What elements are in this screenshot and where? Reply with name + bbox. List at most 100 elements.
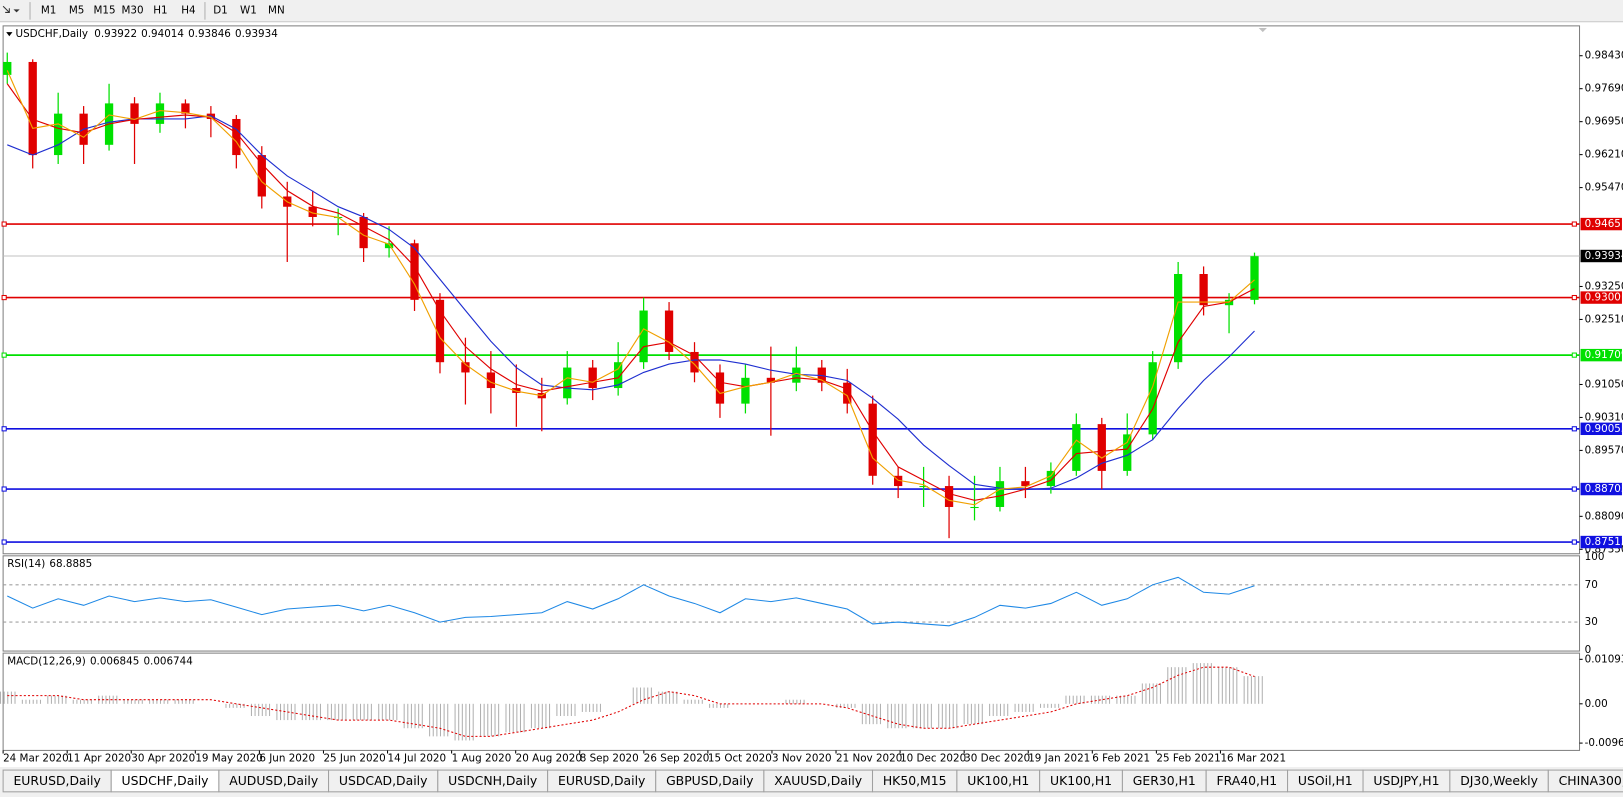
tab-label[interactable]: XAUUSD,Daily xyxy=(774,773,862,788)
candle-body xyxy=(257,155,266,197)
candle-body xyxy=(308,206,317,217)
timeframe-button[interactable]: M1 xyxy=(41,4,57,16)
candle-body xyxy=(766,377,776,383)
candle-body xyxy=(944,486,954,507)
x-tick-label: 14 Jul 2020 xyxy=(388,753,447,765)
level-label-box xyxy=(1580,535,1622,549)
macd-panel xyxy=(2,652,1581,751)
indicator-value: 0.006744 xyxy=(143,655,192,667)
level-handle xyxy=(1,352,7,358)
tab-label[interactable]: USDCNH,Daily xyxy=(448,773,537,788)
candle-body xyxy=(359,216,368,249)
cursor-icon[interactable] xyxy=(2,5,10,13)
x-tick-label: 1 Aug 2020 xyxy=(452,753,512,765)
quote-value: 0.94014 xyxy=(141,28,184,40)
tab-label[interactable]: DJ30,Weekly xyxy=(1460,773,1538,788)
candle-body xyxy=(435,299,445,363)
candle-body xyxy=(664,310,674,352)
level-label-box xyxy=(1580,482,1622,496)
y-tick-label: 0.010933 xyxy=(1585,653,1623,665)
x-tick-label: 15 Oct 2020 xyxy=(708,753,772,765)
tab-label[interactable]: EURUSD,Daily xyxy=(13,773,100,788)
timeframe-button[interactable]: W1 xyxy=(240,4,257,16)
candle-body xyxy=(28,61,37,156)
candle-body xyxy=(563,367,572,399)
candle-body xyxy=(639,310,648,363)
candle-body xyxy=(155,103,165,124)
tab-label[interactable]: USOil,H1 xyxy=(1298,773,1353,788)
timeframe-button[interactable]: M15 xyxy=(94,4,116,16)
candle-body xyxy=(1097,424,1106,471)
tab-label[interactable]: USDCAD,Daily xyxy=(339,773,428,788)
level-label: 0.91709 xyxy=(1585,349,1623,361)
tab-label[interactable]: GBPUSD,Daily xyxy=(666,773,753,788)
candle-body xyxy=(512,388,521,393)
tab-label[interactable]: FRA40,H1 xyxy=(1217,773,1278,788)
timeframe-button[interactable]: MN xyxy=(268,4,285,16)
x-tick-label: 20 Aug 2020 xyxy=(516,753,582,765)
candle-body xyxy=(588,367,597,389)
candle-body xyxy=(1046,470,1056,487)
tab-label[interactable]: CHINA300,H1 xyxy=(1559,773,1623,788)
candle-body xyxy=(486,372,496,389)
candle-body xyxy=(384,243,394,249)
candle-body xyxy=(130,103,139,124)
candle-body xyxy=(690,351,699,373)
tab-label[interactable]: USDJPY,H1 xyxy=(1373,773,1439,788)
tab[interactable] xyxy=(1547,769,1623,793)
dropdown-arrow[interactable] xyxy=(13,9,20,13)
candle-body xyxy=(3,61,12,75)
rsi-line xyxy=(7,576,1255,627)
level-handle xyxy=(1571,539,1577,545)
x-tick-label: 3 Nov 2020 xyxy=(772,753,832,765)
level-handle xyxy=(1571,294,1577,301)
level-handle xyxy=(1,221,7,227)
shift-marker xyxy=(1258,27,1267,33)
level-label: 0.87513 xyxy=(1585,536,1623,548)
level-label: 0.93001 xyxy=(1585,292,1623,304)
tab-label[interactable]: UK100,H1 xyxy=(1050,773,1112,788)
candle-body xyxy=(1174,274,1183,363)
tab-label[interactable]: UK100,H1 xyxy=(967,773,1029,788)
timeframe-button[interactable]: D1 xyxy=(213,4,228,16)
x-tick-label: 19 Jan 2021 xyxy=(1028,753,1090,765)
x-tick-label: 21 Nov 2020 xyxy=(836,753,902,765)
candle-body xyxy=(1123,434,1132,471)
timeframe-button[interactable]: H4 xyxy=(181,4,195,16)
x-tick-label: 25 Feb 2021 xyxy=(1156,753,1220,765)
timeframe-button[interactable]: M5 xyxy=(69,4,85,16)
candle-body xyxy=(461,362,470,373)
x-tick-label: 24 Mar 2020 xyxy=(3,753,69,765)
timeframe-button[interactable]: M30 xyxy=(121,4,143,16)
x-tick-label: 16 Mar 2021 xyxy=(1220,753,1286,765)
level-handle xyxy=(1571,426,1577,432)
y-tick-label: -0.009653 xyxy=(1585,737,1623,749)
tab-label[interactable]: AUDUSD,Daily xyxy=(229,773,318,788)
tab-label[interactable]: EURUSD,Daily xyxy=(558,773,645,788)
x-tick-label: 26 Sep 2020 xyxy=(644,753,710,765)
timeframe-button[interactable]: H1 xyxy=(153,4,167,16)
tab-label[interactable]: GER30,H1 xyxy=(1133,773,1196,788)
tab-label[interactable]: HK50,M15 xyxy=(883,773,947,788)
bid-label: 0.93934 xyxy=(1585,250,1623,262)
indicator-title: RSI(14) xyxy=(7,558,45,570)
candle-body xyxy=(181,103,190,114)
level-handle xyxy=(1571,486,1577,492)
level-handle xyxy=(1571,221,1577,227)
candle-body xyxy=(792,367,801,383)
x-tick-label: 11 Apr 2020 xyxy=(67,753,131,765)
candle-body xyxy=(868,403,877,476)
quote-value: 0.93922 xyxy=(94,28,137,40)
y-tick-label: 30 xyxy=(1585,616,1598,628)
x-tick-label: 6 Jun 2020 xyxy=(259,753,315,765)
level-label: 0.94651 xyxy=(1585,218,1623,230)
tab-label[interactable]: USDCHF,Daily xyxy=(122,773,209,788)
